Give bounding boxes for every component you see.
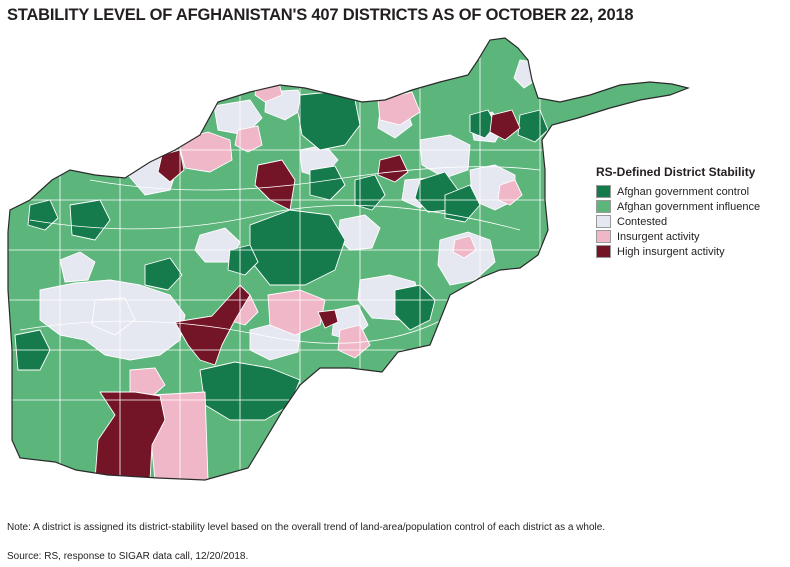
legend-label-government-influence: Afghan government influence [617,200,761,213]
legend-label-high-insurgent-activity: High insurgent activity [617,245,725,258]
legend-swatch-contested [596,215,611,228]
legend-title: RS-Defined District Stability [596,165,756,179]
legend-label-insurgent-activity: Insurgent activity [617,230,700,243]
national-border [7,37,690,481]
legend-item-government-control: Afghan government control [596,184,786,199]
district-stability-map [7,37,690,481]
map-title: STABILITY LEVEL OF AFGHANISTAN'S 407 DIS… [7,6,634,24]
legend-swatch-government-influence [596,200,611,213]
map-legend: RS-Defined District Stability Afghan gov… [596,165,786,259]
legend-item-government-influence: Afghan government influence [596,199,786,214]
high-insurgent-districts [94,109,521,480]
government-control-districts [14,91,549,421]
legend-label-government-control: Afghan government control [617,185,750,198]
legend-label-contested: Contested [617,215,668,228]
legend-item-high-insurgent-activity: High insurgent activity [596,244,786,259]
source-line: Source: RS, response to SIGAR data call,… [7,551,249,562]
legend-swatch-insurgent-activity [596,230,611,243]
legend-item-contested: Contested [596,214,786,229]
legend-item-insurgent-activity: Insurgent activity [596,229,786,244]
legend-swatch-government-control [596,185,611,198]
footnote: Note: A district is assigned its distric… [7,522,606,533]
legend-swatch-high-insurgent-activity [596,245,611,258]
